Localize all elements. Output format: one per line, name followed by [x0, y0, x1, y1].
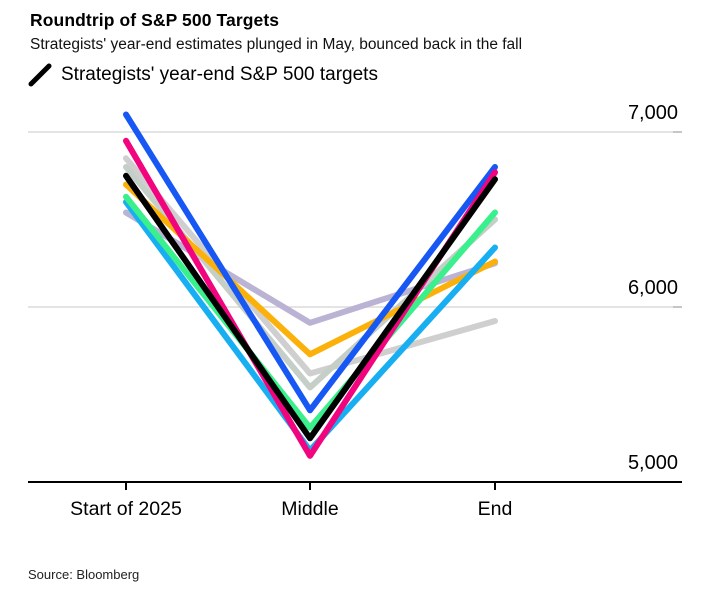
- x-tick-label-0: Start of 2025: [70, 498, 182, 520]
- y-tick-label-5000: 5,000: [628, 452, 678, 474]
- x-tick-label-1: Middle: [281, 498, 338, 520]
- strategist-line-blue: [123, 111, 498, 414]
- y-tick-label-7000: 7,000: [628, 102, 678, 124]
- source-note: Source: Bloomberg: [28, 567, 140, 582]
- strategist-line-green: [123, 193, 498, 431]
- y-tick-label-6000: 6,000: [628, 277, 678, 299]
- x-tick-label-2: End: [478, 498, 513, 520]
- legend: Strategists' year-end S&P 500 targets: [28, 61, 378, 89]
- strategist-line-silver: [123, 155, 498, 377]
- chart-subtitle: Strategists' year-end estimates plunged …: [30, 36, 523, 53]
- strategist-line-black: [123, 172, 498, 442]
- slash-line-icon: [28, 63, 52, 87]
- chart-title: Roundtrip of S&P 500 Targets: [30, 10, 280, 30]
- legend-label: Strategists' year-end S&P 500 targets: [61, 64, 378, 85]
